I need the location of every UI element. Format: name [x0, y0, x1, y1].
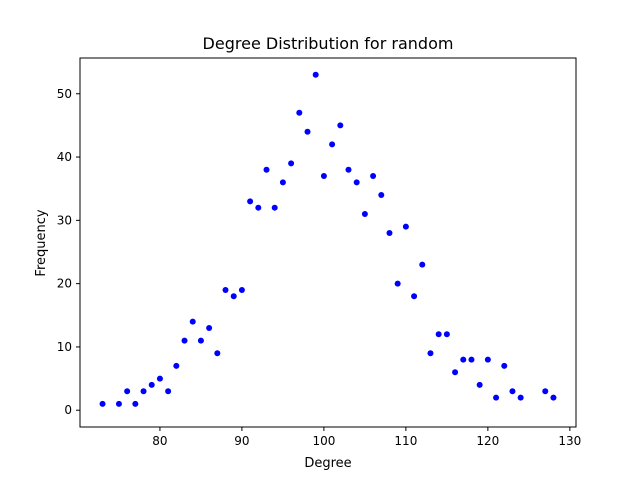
data-point: [320, 173, 327, 180]
data-point: [222, 286, 229, 293]
data-point: [247, 198, 254, 205]
data-point: [181, 337, 188, 344]
data-points: [99, 71, 557, 407]
x-tick-label: 90: [234, 434, 249, 448]
x-tick-label: 130: [558, 434, 581, 448]
data-point: [148, 381, 155, 388]
data-point: [312, 71, 319, 78]
y-axis: 0 10 20 30 40 50: [57, 87, 80, 417]
data-point: [435, 331, 442, 338]
data-point: [452, 369, 459, 376]
data-point: [238, 286, 245, 293]
data-point: [132, 400, 139, 407]
data-point: [214, 350, 221, 357]
data-point: [140, 388, 147, 395]
data-point: [115, 400, 122, 407]
data-point: [427, 350, 434, 357]
x-tick-label: 80: [152, 434, 167, 448]
data-point: [165, 388, 172, 395]
data-point: [206, 324, 213, 331]
data-point: [419, 261, 426, 268]
data-point: [378, 192, 385, 199]
data-point: [156, 375, 163, 382]
data-point: [173, 362, 180, 369]
data-point: [304, 128, 311, 135]
x-tick-label: 100: [312, 434, 335, 448]
y-tick-label: 20: [57, 277, 72, 291]
data-point: [361, 211, 368, 218]
data-point: [509, 388, 516, 395]
y-axis-label: Frequency: [34, 209, 49, 276]
data-point: [476, 381, 483, 388]
y-tick-label: 10: [57, 340, 72, 354]
data-point: [353, 179, 360, 186]
x-tick-label: 110: [394, 434, 417, 448]
data-point: [329, 141, 336, 148]
x-tick-label: 120: [476, 434, 499, 448]
y-tick-label: 40: [57, 150, 72, 164]
data-point: [460, 356, 467, 363]
y-tick-label: 50: [57, 87, 72, 101]
data-point: [99, 400, 106, 407]
data-point: [484, 356, 491, 363]
data-point: [550, 394, 557, 401]
x-axis: 80 90 100 110 120 130: [152, 427, 581, 448]
data-point: [370, 173, 377, 180]
data-point: [189, 318, 196, 325]
data-point: [493, 394, 500, 401]
data-point: [443, 331, 450, 338]
y-tick-label: 30: [57, 213, 72, 227]
data-point: [402, 223, 409, 230]
data-point: [411, 293, 418, 300]
data-point: [288, 160, 295, 167]
data-point: [501, 362, 508, 369]
data-point: [542, 388, 549, 395]
y-tick-label: 0: [64, 403, 72, 417]
data-point: [345, 166, 352, 173]
data-point: [517, 394, 524, 401]
data-point: [271, 204, 278, 211]
x-axis-label: Degree: [304, 456, 351, 471]
data-point: [468, 356, 475, 363]
chart-title: Degree Distribution for random: [203, 34, 454, 53]
plot-frame: [79, 57, 577, 428]
data-point: [296, 109, 303, 116]
data-point: [197, 337, 204, 344]
data-point: [337, 122, 344, 129]
data-point: [279, 179, 286, 186]
data-point: [230, 293, 237, 300]
data-point: [386, 230, 393, 237]
data-point: [255, 204, 262, 211]
data-point: [263, 166, 270, 173]
data-point: [394, 280, 401, 287]
data-point: [124, 388, 131, 395]
